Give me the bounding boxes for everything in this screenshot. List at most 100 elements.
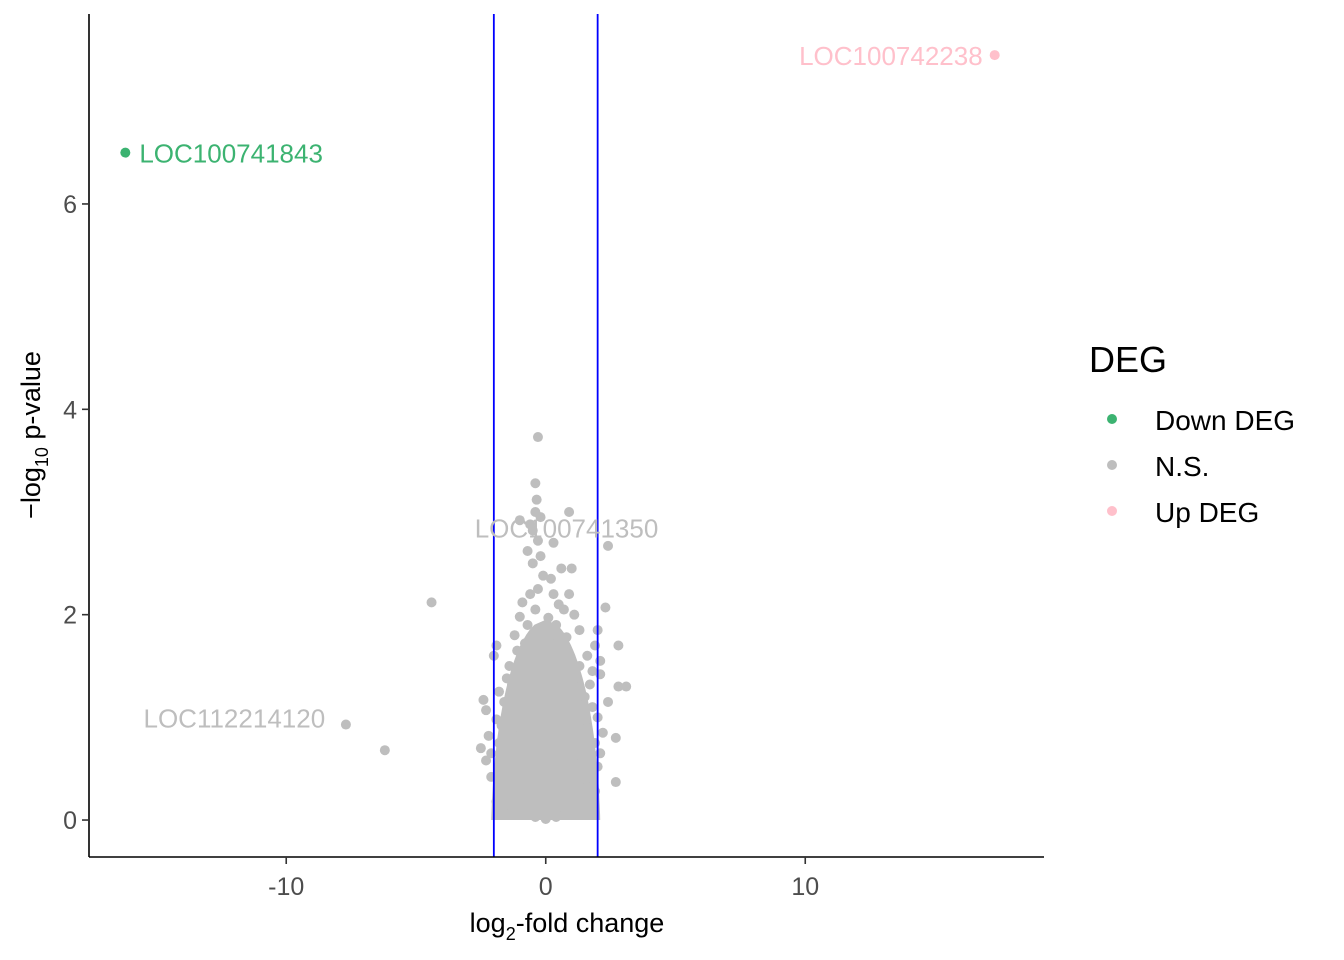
- legend: DEG Down DEG N.S. Up DEG: [1089, 339, 1295, 528]
- n-s-point: [507, 679, 518, 690]
- y-axis-ticks: 0 2 4 6: [63, 191, 89, 835]
- legend-title: DEG: [1089, 339, 1167, 380]
- n-s-point: [514, 515, 525, 526]
- y-tick-label: 4: [63, 396, 77, 424]
- n-s-point: [530, 811, 541, 822]
- n-s-point: [519, 638, 530, 649]
- n-s-point: [561, 696, 572, 707]
- n-s-point: [483, 730, 494, 741]
- n-s-point: [504, 661, 515, 672]
- n-s-point: [514, 806, 525, 817]
- n-s-point: [499, 696, 510, 707]
- up-deg-point: [989, 50, 1000, 61]
- n-s-point: [525, 589, 536, 600]
- n-s-point: [551, 619, 562, 630]
- n-s-point: [527, 558, 538, 569]
- x-tick-label: 10: [791, 873, 819, 901]
- n-s-point: [481, 705, 492, 716]
- n-s-point: [491, 796, 502, 807]
- data-points: [120, 50, 1000, 825]
- n-s-point: [527, 525, 538, 536]
- n-s-point: [571, 707, 582, 718]
- n-s-point: [532, 628, 543, 639]
- axes: -10 0 10 0 2 4 6: [63, 14, 1044, 901]
- n-s-point: [532, 432, 543, 443]
- n-s-point: [613, 681, 624, 692]
- n-s-point: [514, 666, 525, 677]
- legend-key: [1107, 460, 1117, 470]
- n-s-point: [571, 773, 582, 784]
- n-s-point: [481, 755, 492, 766]
- n-s-point: [587, 765, 598, 776]
- n-s-point: [584, 753, 595, 764]
- n-s-point: [507, 802, 518, 813]
- plot-panel: LOC100741843 LOC100742238 LOC100741350 LOC1…: [120, 14, 1000, 857]
- n-s-point: [603, 696, 614, 707]
- n-s-point: [530, 604, 541, 615]
- n-s-point: [558, 809, 569, 820]
- n-s-point: [530, 478, 541, 489]
- n-s-point: [584, 679, 595, 690]
- n-s-point: [587, 799, 598, 810]
- n-s-point: [587, 666, 598, 677]
- n-s-point: [512, 645, 523, 656]
- n-s-point: [494, 738, 505, 749]
- n-s-point: [538, 570, 549, 581]
- n-s-point: [535, 551, 546, 562]
- n-s-point: [577, 743, 588, 754]
- n-s-point: [566, 563, 577, 574]
- n-s-point: [517, 732, 528, 743]
- n-s-point: [522, 546, 533, 557]
- n-s-point: [613, 640, 624, 651]
- legend-key: [1107, 414, 1117, 424]
- x-axis-ticks: -10 0 10: [268, 857, 819, 901]
- n-s-point: [574, 661, 585, 672]
- n-s-point: [556, 717, 567, 728]
- gene-label: LOC112214120: [143, 703, 325, 733]
- n-s-point: [590, 640, 601, 651]
- n-s-point: [501, 768, 512, 779]
- n-s-point: [545, 573, 556, 584]
- n-s-point: [603, 540, 614, 551]
- x-axis-title: log2-fold change: [470, 908, 665, 944]
- n-s-point: [514, 611, 525, 622]
- x-tick-label: 0: [539, 873, 553, 901]
- legend-entries: Down DEG N.S. Up DEG: [1107, 405, 1295, 528]
- n-s-point: [535, 663, 546, 674]
- n-s-point: [564, 655, 575, 666]
- n-s-point: [475, 743, 486, 754]
- n-s-point: [486, 771, 497, 782]
- n-s-point: [556, 645, 567, 656]
- y-axis-title: −log10 p-value: [16, 351, 52, 519]
- n-s-point: [527, 717, 538, 728]
- n-s-point: [597, 727, 608, 738]
- n-s-point: [519, 681, 530, 692]
- n-s-point: [600, 602, 611, 613]
- y-tick-label: 2: [63, 602, 77, 630]
- n-s-point: [553, 673, 564, 684]
- legend-label: Up DEG: [1155, 497, 1259, 528]
- n-s-point: [543, 612, 554, 623]
- n-s-point: [551, 811, 562, 822]
- legend-key: [1107, 506, 1117, 516]
- n-s-point: [494, 784, 505, 795]
- n-s-point: [587, 702, 598, 713]
- n-s-point: [545, 638, 556, 649]
- n-s-point: [478, 694, 489, 705]
- n-s-point: [522, 809, 533, 820]
- n-s-point: [621, 681, 632, 692]
- n-s-point: [566, 806, 577, 817]
- y-tick-label: 6: [63, 191, 77, 219]
- n-s-point: [569, 758, 580, 769]
- n-s-point: [494, 763, 505, 774]
- n-s-point: [610, 732, 621, 743]
- n-s-point: [491, 640, 502, 651]
- n-s-point: [561, 632, 572, 643]
- n-s-point: [532, 535, 543, 546]
- legend-label: N.S.: [1155, 451, 1209, 482]
- n-s-point: [504, 743, 515, 754]
- n-s-point: [340, 719, 351, 730]
- n-s-point: [571, 730, 582, 741]
- n-s-point: [499, 751, 510, 762]
